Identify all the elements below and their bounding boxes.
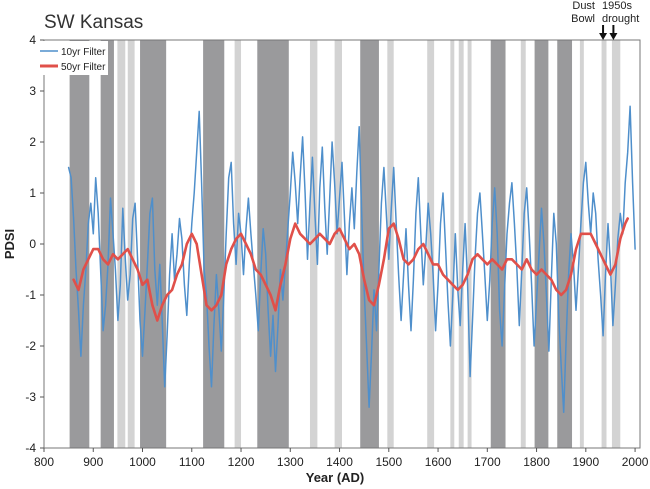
annotation-arrow-head-0 <box>599 33 608 40</box>
annotations: Dust Bowl 1950s drought <box>571 0 639 40</box>
dark-band-5 <box>360 40 379 448</box>
y-tick-label-6: 2 <box>29 135 36 149</box>
annotation-1950s-line1: 1950s <box>602 0 632 12</box>
x-tick-label-8: 1600 <box>425 455 452 469</box>
annotation-dust-bowl-line1: Dust <box>572 0 595 12</box>
light-band-5 <box>387 40 394 448</box>
light-band-4 <box>334 40 342 448</box>
annotation-1950s-line2: drought <box>602 13 639 25</box>
x-tick-label-9: 1700 <box>474 455 501 469</box>
y-tick-label-1: -3 <box>25 390 36 404</box>
light-band-7 <box>450 40 455 448</box>
x-tick-label-3: 1100 <box>179 455 205 469</box>
light-band-3 <box>309 40 318 448</box>
series-line-0 <box>67 105 636 414</box>
x-tick-label-1: 900 <box>83 455 103 469</box>
x-tick-label-0: 800 <box>34 455 54 469</box>
light-band-11 <box>579 40 584 448</box>
x-tick-label-7: 1500 <box>375 455 402 469</box>
dark-band-7 <box>534 40 549 448</box>
y-tick-label-4: 0 <box>29 237 36 251</box>
x-tick-label-5: 1300 <box>277 455 304 469</box>
y-tick-label-5: 1 <box>29 186 36 200</box>
y-tick-label-3: -1 <box>25 288 36 302</box>
dark-band-2 <box>140 40 167 448</box>
series-lines <box>67 105 636 414</box>
light-band-13 <box>611 40 621 448</box>
chart-title: SW Kansas <box>44 12 143 33</box>
annotation-dust-bowl-line2: Bowl <box>571 13 595 25</box>
light-band-8 <box>458 40 464 448</box>
tick-labels: -4 -3 -2 -1 0 1 2 3 4 800 900 1000 1100 1200 1300 1400 1… <box>25 33 648 469</box>
dark-band-1 <box>100 40 114 448</box>
annotation-arrow-head-1 <box>609 33 618 40</box>
x-tick-label-6: 1400 <box>326 455 353 469</box>
x-tick-label-11: 1900 <box>572 455 599 469</box>
x-tick-label-12: 2000 <box>622 455 649 469</box>
x-tick-label-2: 1000 <box>129 455 156 469</box>
light-band-12 <box>601 40 607 448</box>
y-tick-label-7: 3 <box>29 84 36 98</box>
x-axis-title: Year (AD) <box>306 470 365 485</box>
x-tick-label-4: 1200 <box>228 455 255 469</box>
x-tick-label-10: 1800 <box>523 455 550 469</box>
series-line-1 <box>72 217 629 322</box>
y-tick-label-2: -2 <box>25 339 36 353</box>
dark-band-3 <box>203 40 225 448</box>
y-axis-title: PDSI <box>2 229 17 259</box>
light-band-9 <box>467 40 472 448</box>
legend: 10yr Filter 50yr Filter <box>37 41 108 75</box>
legend-box <box>37 41 108 75</box>
y-tick-label-8: 4 <box>29 33 36 47</box>
legend-label-50yr: 50yr Filter <box>61 62 106 73</box>
y-tick-label-0: -4 <box>25 441 36 455</box>
legend-label-10yr: 10yr Filter <box>61 47 106 58</box>
dark-band-0 <box>69 40 90 448</box>
